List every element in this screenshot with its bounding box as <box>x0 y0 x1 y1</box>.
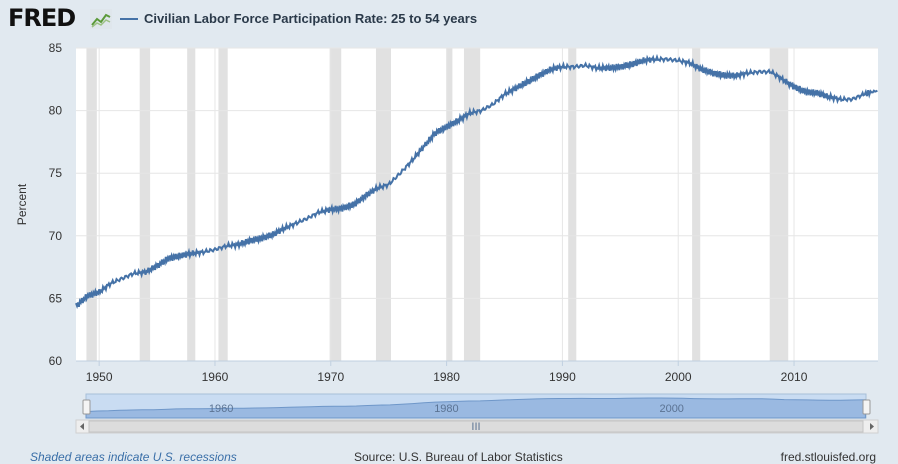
recession-band <box>568 48 577 361</box>
y-tick-label: 70 <box>49 229 63 243</box>
y-tick-label: 60 <box>49 354 63 368</box>
x-tick-label: 1950 <box>86 370 113 384</box>
legend-label: Civilian Labor Force Participation Rate:… <box>144 11 478 26</box>
y-tick-label: 85 <box>49 41 63 55</box>
line-chart: 60 65 70 75 80 85 1950 1960 1970 1980 1990 2000 2010… <box>15 41 878 384</box>
recession-band <box>329 48 342 361</box>
recession-band <box>187 48 196 361</box>
recession-band <box>86 48 97 361</box>
recession-band <box>446 48 453 361</box>
y-axis-label: Percent <box>15 183 29 225</box>
x-tick-label: 1990 <box>549 370 576 384</box>
scroll-left-arrow-icon[interactable] <box>80 423 84 430</box>
chart-legend: Civilian Labor Force Participation Rate:… <box>120 11 477 26</box>
recession-band <box>139 48 151 361</box>
scroll-right-arrow-icon[interactable] <box>870 423 874 430</box>
chart-navigator[interactable]: 1960 1980 2000 III <box>0 392 898 446</box>
x-tick-label: 1980 <box>433 370 460 384</box>
chart-footer: Shaded areas indicate U.S. recessions So… <box>0 446 898 464</box>
chart-header: FRED Civilian Labor Force Participation … <box>0 0 898 40</box>
chart-logo-icon <box>90 9 112 29</box>
scrollbar-thumb[interactable] <box>88 420 864 433</box>
site-link[interactable]: fred.stlouisfed.org <box>780 450 876 464</box>
recession-band <box>218 48 228 361</box>
y-tick-label: 65 <box>49 291 63 305</box>
recession-note: Shaded areas indicate U.S. recessions <box>30 450 237 464</box>
navigator-handle[interactable] <box>82 399 91 415</box>
fred-logo[interactable]: FRED <box>8 4 76 32</box>
source-note: Source: U.S. Bureau of Labor Statistics <box>354 450 563 464</box>
series-line <box>75 53 878 310</box>
x-tick-label: 1970 <box>317 370 344 384</box>
x-tick-label: 2000 <box>665 370 692 384</box>
y-tick-label: 75 <box>49 166 63 180</box>
recession-band <box>692 48 701 361</box>
navigator-label: 2000 <box>659 403 683 415</box>
x-tick-label: 2010 <box>781 370 808 384</box>
recession-band <box>769 48 789 361</box>
recession-band <box>375 48 392 361</box>
y-tick-label: 80 <box>49 104 63 118</box>
navigator-handle[interactable] <box>862 399 871 415</box>
recession-band <box>463 48 481 361</box>
navigator-series-area <box>85 397 866 419</box>
scrollbar-grip: III <box>471 421 480 433</box>
navigator-label: 1980 <box>434 403 458 415</box>
x-tick-label: 1960 <box>202 370 229 384</box>
navigator-label: 1960 <box>209 403 233 415</box>
legend-swatch <box>120 17 138 20</box>
